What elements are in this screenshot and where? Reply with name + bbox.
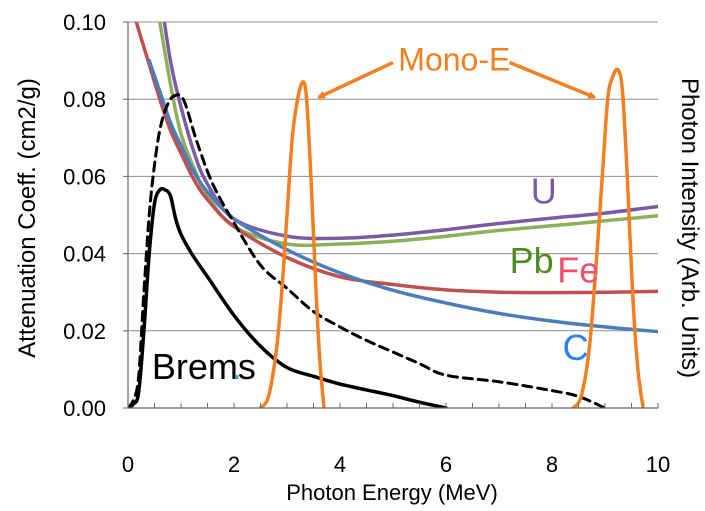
y-tick-label-0: 0.00 (63, 396, 106, 421)
series-line-brems-4 (128, 186, 448, 408)
x-tick-label-5: 10 (646, 452, 670, 477)
y2-axis-title: Photon Intensity (Arb. Units) (676, 78, 703, 378)
series-line-fe-2 (134, 22, 658, 295)
y-tick-label-3: 0.06 (63, 164, 106, 189)
tick-labels: 0 2 4 6 8 10 0.00 0.02 0.04 0.06 0.08 0.10 (63, 10, 670, 477)
annotation-dot-5: . (232, 346, 242, 387)
y-axis-title: Attenuation Coeff. (cm2/g) (14, 78, 41, 358)
series-line-c-3 (147, 58, 658, 334)
series-line-u-0 (162, 22, 658, 241)
x-tick-label-2: 4 (334, 452, 346, 477)
y-tick-label-2: 0.04 (63, 242, 106, 267)
annotation-brems-4: Brems (152, 346, 256, 387)
annotation-c-3: C (563, 327, 589, 368)
y-tick-label-5: 0.10 (63, 10, 106, 35)
series-line-mono-e-6 (258, 80, 326, 408)
y-tick-label-1: 0.02 (63, 319, 106, 344)
x-tick-label-3: 6 (440, 452, 452, 477)
axes (123, 21, 659, 409)
x-tick-label-4: 8 (546, 452, 558, 477)
series-line-mono-e-7 (571, 67, 645, 408)
x-axis-title: Photon Energy (MeV) (286, 480, 498, 505)
annotation-u-0: U (531, 170, 557, 211)
series-line-dashed-5 (128, 93, 607, 408)
series-line-pb-1 (158, 22, 658, 248)
x-tick-label-0: 0 (122, 452, 134, 477)
annotations: U Pb Fe C Brems. Mono-E (152, 41, 599, 387)
mono-e-arrow-0 (316, 60, 394, 99)
gridlines (128, 21, 658, 332)
mono-e-arrow-1 (508, 60, 597, 99)
x-tick-label-1: 2 (228, 452, 240, 477)
series-group (128, 22, 658, 408)
y-tick-label-4: 0.08 (63, 87, 106, 112)
annotation-pb-1: Pb (510, 240, 554, 281)
annotation-mono-e-6: Mono-E (398, 41, 510, 77)
annotation-fe-2: Fe (557, 250, 599, 291)
